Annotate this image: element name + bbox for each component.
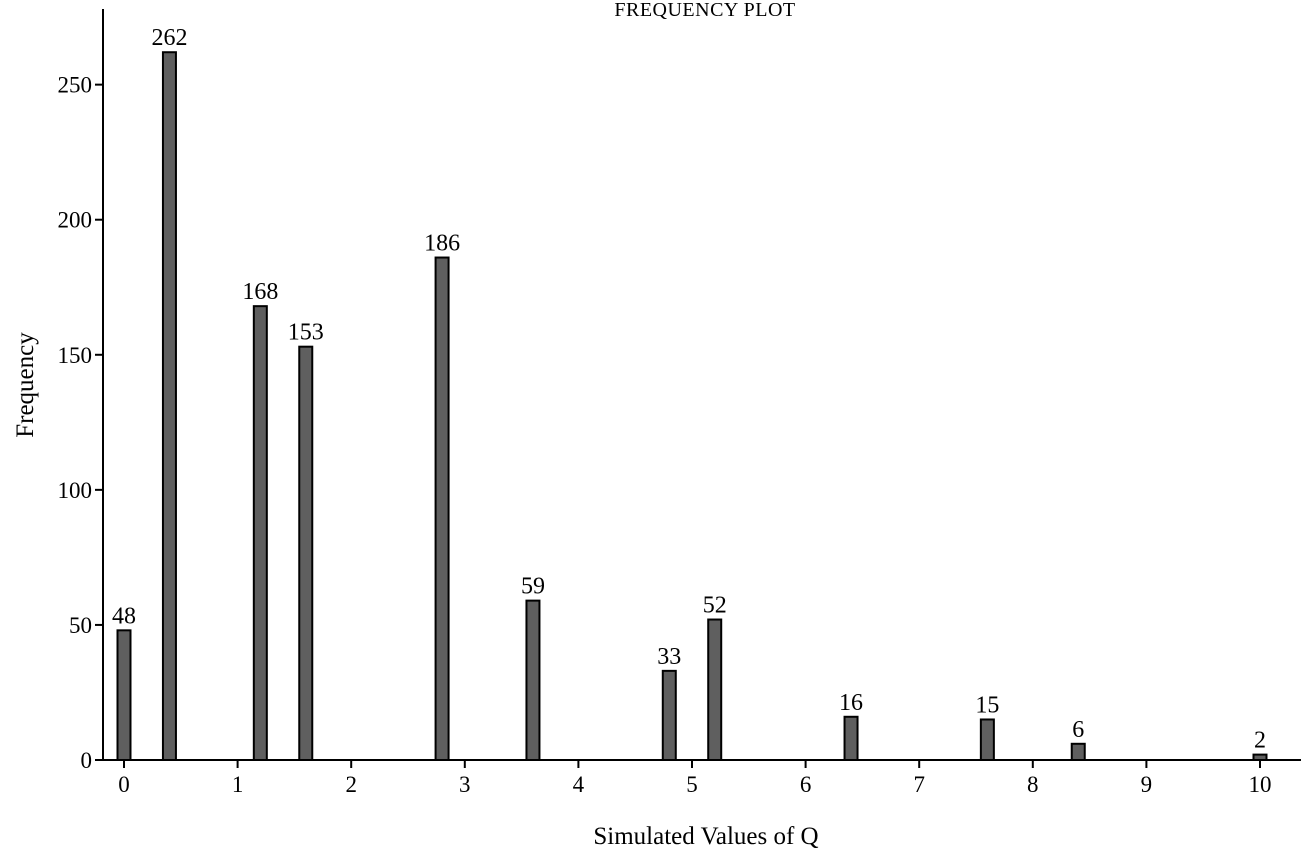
bar-5	[525, 599, 541, 761]
data-labels: 48 262 168 153 186 59 33 52 16 15 6 2	[112, 25, 1266, 753]
data-label-0: 48	[112, 603, 136, 629]
data-label-6: 33	[657, 644, 681, 670]
data-label-11: 2	[1254, 728, 1266, 754]
x-tick-label-6: 6	[800, 772, 812, 797]
chart-title: FREQUENCY PLOT	[614, 0, 795, 21]
data-label-1: 262	[151, 25, 187, 51]
x-tick-label-8: 8	[1027, 772, 1039, 797]
bar-8	[843, 715, 859, 761]
x-tick-label-5: 5	[686, 772, 698, 797]
data-label-2: 168	[242, 279, 278, 305]
data-label-7: 52	[703, 593, 727, 619]
data-label-3: 153	[288, 320, 324, 346]
x-tick-label-4: 4	[573, 772, 585, 797]
bars	[116, 51, 1268, 762]
y-tick-label-200: 200	[58, 208, 93, 233]
x-tick-label-3: 3	[459, 772, 471, 797]
bar-3	[298, 345, 314, 761]
y-tick-label-150: 150	[58, 343, 93, 368]
data-label-8: 16	[839, 690, 863, 716]
bar-9	[979, 718, 995, 761]
y-tick-label-100: 100	[58, 478, 93, 503]
bar-10	[1070, 742, 1086, 762]
bar-2	[252, 305, 268, 761]
x-tick-label-0: 0	[118, 772, 130, 797]
x-tick-label-2: 2	[345, 772, 357, 797]
x-tick-label-7: 7	[913, 772, 925, 797]
bar-7	[707, 618, 723, 762]
bar-4	[434, 256, 450, 761]
x-tick-label-10: 10	[1249, 772, 1272, 797]
x-tick-label-9: 9	[1141, 772, 1153, 797]
bar-0	[116, 629, 132, 761]
data-label-10: 6	[1072, 717, 1084, 743]
data-label-4: 186	[424, 231, 460, 257]
axes: 0 50 100 150 200 250 0 1 2 3 4 5 6 7 8 9 10	[58, 9, 1301, 797]
x-tick-label-1: 1	[232, 772, 244, 797]
y-tick-label-250: 250	[58, 73, 93, 98]
data-label-9: 15	[975, 692, 999, 718]
bar-1	[161, 51, 177, 761]
y-tick-label-50: 50	[69, 613, 92, 638]
data-label-5: 59	[521, 574, 545, 600]
x-axis-title: Simulated Values of Q	[593, 823, 818, 850]
bar-6	[661, 669, 677, 762]
y-axis-title: Frequency	[12, 332, 39, 438]
y-tick-label-0: 0	[81, 748, 93, 773]
